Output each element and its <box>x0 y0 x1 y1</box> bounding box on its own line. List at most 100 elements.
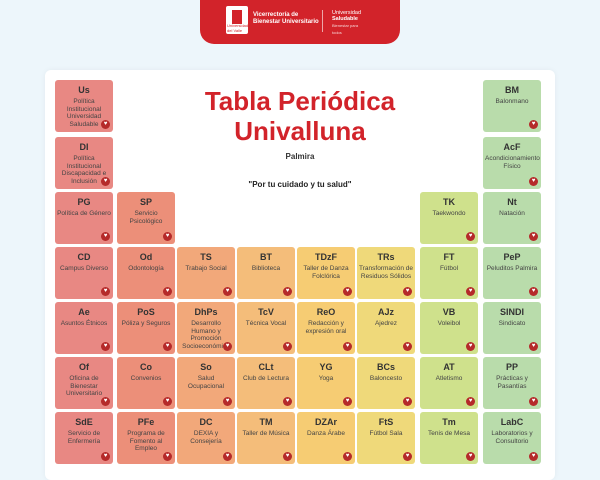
heart-icon[interactable]: ♥ <box>529 342 538 351</box>
element-symbol: ReO <box>316 307 336 317</box>
element-cell-ajz[interactable]: AJz Ajedrez ♥ <box>357 302 415 354</box>
heart-icon[interactable]: ♥ <box>223 287 232 296</box>
element-cell-nt[interactable]: Nt Natación ♥ <box>483 192 541 244</box>
element-name: Natación <box>499 210 525 217</box>
element-cell-sde[interactable]: SdE Servicio de Enfermería ♥ <box>55 412 113 464</box>
element-cell-trs[interactable]: TRs Transformación de Residuos Sólidos ♥ <box>357 247 415 299</box>
heart-icon[interactable]: ♥ <box>466 452 475 461</box>
element-cell-labc[interactable]: LabC Laboratorios y Consultorio ♥ <box>483 412 541 464</box>
element-symbol: Nt <box>507 197 517 207</box>
element-name: Póliza y Seguros <box>121 320 171 327</box>
element-cell-tcv[interactable]: TcV Técnica Vocal ♥ <box>237 302 295 354</box>
element-cell-pfe[interactable]: PFe Programa de Fomento al Empleo ♥ <box>117 412 175 464</box>
heart-icon[interactable]: ♥ <box>163 232 172 241</box>
heart-icon[interactable]: ♥ <box>343 342 352 351</box>
element-cell-pg[interactable]: PG Política de Género ♥ <box>55 192 113 244</box>
heart-icon[interactable]: ♥ <box>529 232 538 241</box>
element-name: Servicio Psicológico <box>129 210 163 225</box>
heart-icon[interactable]: ♥ <box>529 120 538 129</box>
heart-icon[interactable]: ♥ <box>283 452 292 461</box>
heart-icon[interactable]: ♥ <box>343 287 352 296</box>
element-symbol: AJz <box>377 307 394 317</box>
heart-icon[interactable]: ♥ <box>223 397 232 406</box>
element-cell-of[interactable]: Of Oficina de Bienestar Universitario ♥ <box>55 357 113 409</box>
heart-icon[interactable]: ♥ <box>403 452 412 461</box>
heart-icon[interactable]: ♥ <box>101 177 110 186</box>
heart-icon[interactable]: ♥ <box>466 232 475 241</box>
element-cell-sp[interactable]: SP Servicio Psicológico ♥ <box>117 192 175 244</box>
heart-icon[interactable]: ♥ <box>403 397 412 406</box>
heart-icon[interactable]: ♥ <box>101 287 110 296</box>
heart-icon[interactable]: ♥ <box>163 397 172 406</box>
element-cell-tdzf[interactable]: TDzF Taller de Danza Folclórica ♥ <box>297 247 355 299</box>
heart-icon[interactable]: ♥ <box>223 452 232 461</box>
element-cell-pp[interactable]: PP Prácticas y Pasantías ♥ <box>483 357 541 409</box>
heart-icon[interactable]: ♥ <box>529 177 538 186</box>
element-symbol: Us <box>78 85 90 95</box>
element-cell-at[interactable]: AT Atletismo ♥ <box>420 357 478 409</box>
element-symbol: DI <box>79 142 89 152</box>
heart-icon[interactable]: ♥ <box>466 397 475 406</box>
heart-icon[interactable]: ♥ <box>466 342 475 351</box>
element-symbol: PP <box>505 362 518 372</box>
heart-icon[interactable]: ♥ <box>101 452 110 461</box>
element-symbol: FT <box>443 252 455 262</box>
element-cell-dhps[interactable]: DhPs Desarrollo Humano y Promoción Socioe… <box>177 302 235 354</box>
heart-icon[interactable]: ♥ <box>101 397 110 406</box>
element-cell-dzar[interactable]: DZAr Danza Árabe ♥ <box>297 412 355 464</box>
heart-icon[interactable]: ♥ <box>101 342 110 351</box>
element-cell-tk[interactable]: TK Taekwondo ♥ <box>420 192 478 244</box>
element-cell-so[interactable]: So Salud Ocupacional ♥ <box>177 357 235 409</box>
heart-icon[interactable]: ♥ <box>163 342 172 351</box>
heart-icon[interactable]: ♥ <box>403 342 412 351</box>
element-cell-vb[interactable]: VB Voleibol ♥ <box>420 302 478 354</box>
heart-icon[interactable]: ♥ <box>466 287 475 296</box>
element-name: Salud Ocupacional <box>187 375 225 390</box>
element-cell-tm[interactable]: TM Taller de Música ♥ <box>237 412 295 464</box>
element-symbol: DZAr <box>315 417 337 427</box>
heart-icon[interactable]: ♥ <box>529 287 538 296</box>
element-cell-ae[interactable]: Ae Asuntos Étnicos ♥ <box>55 302 113 354</box>
element-cell-bt[interactable]: BT Biblioteca ♥ <box>237 247 295 299</box>
element-symbol: LabC <box>500 417 524 427</box>
element-symbol: PoS <box>137 307 155 317</box>
element-cell-fts[interactable]: FtS Fútbol Sala ♥ <box>357 412 415 464</box>
heart-icon[interactable]: ♥ <box>101 120 110 129</box>
element-name: Convenios <box>130 375 162 382</box>
element-cell-bm[interactable]: BM Balonmano ♥ <box>483 80 541 132</box>
heart-icon[interactable]: ♥ <box>163 287 172 296</box>
element-cell-pep[interactable]: PeP Peluditos Palmira ♥ <box>483 247 541 299</box>
heart-icon[interactable]: ♥ <box>283 287 292 296</box>
element-cell-clt[interactable]: CLt Club de Lectura ♥ <box>237 357 295 409</box>
element-cell-bcs[interactable]: BCs Baloncesto ♥ <box>357 357 415 409</box>
element-cell-ft[interactable]: FT Fútbol ♥ <box>420 247 478 299</box>
element-cell-us[interactable]: Us Política Institucional Universidad Sal… <box>55 80 113 132</box>
element-cell-co[interactable]: Co Convenios ♥ <box>117 357 175 409</box>
element-cell-od[interactable]: Od Odontología ♥ <box>117 247 175 299</box>
element-symbol: SP <box>139 197 152 207</box>
heart-icon[interactable]: ♥ <box>283 342 292 351</box>
element-cell-yg[interactable]: YG Yoga ♥ <box>297 357 355 409</box>
element-cell-reo[interactable]: ReO Redacción y expresión oral ♥ <box>297 302 355 354</box>
element-cell-cd[interactable]: CD Campus Diverso ♥ <box>55 247 113 299</box>
element-cell-dc[interactable]: DC DEXIA y Consejería ♥ <box>177 412 235 464</box>
heart-icon[interactable]: ♥ <box>403 287 412 296</box>
heart-icon[interactable]: ♥ <box>343 452 352 461</box>
element-name: Política de Género <box>57 210 111 217</box>
heart-icon[interactable]: ♥ <box>283 397 292 406</box>
element-cell-acf[interactable]: AcF Acondicionamiento Físico ♥ <box>483 137 541 189</box>
element-symbol: DhPs <box>194 307 218 317</box>
element-cell-di[interactable]: DI Política Institucional Discapacidad e … <box>55 137 113 189</box>
heart-icon[interactable]: ♥ <box>529 452 538 461</box>
element-cell-sindi[interactable]: SINDI Sindicato ♥ <box>483 302 541 354</box>
element-cell-tm[interactable]: Tm Tenis de Mesa ♥ <box>420 412 478 464</box>
heart-icon[interactable]: ♥ <box>101 232 110 241</box>
element-symbol: DC <box>199 417 213 427</box>
heart-icon[interactable]: ♥ <box>529 397 538 406</box>
heart-icon[interactable]: ♥ <box>163 452 172 461</box>
element-cell-pos[interactable]: PoS Póliza y Seguros ♥ <box>117 302 175 354</box>
heart-icon[interactable]: ♥ <box>223 342 232 351</box>
heart-icon[interactable]: ♥ <box>343 397 352 406</box>
element-cell-ts[interactable]: TS Trabajo Social ♥ <box>177 247 235 299</box>
element-symbol: So <box>200 362 212 372</box>
